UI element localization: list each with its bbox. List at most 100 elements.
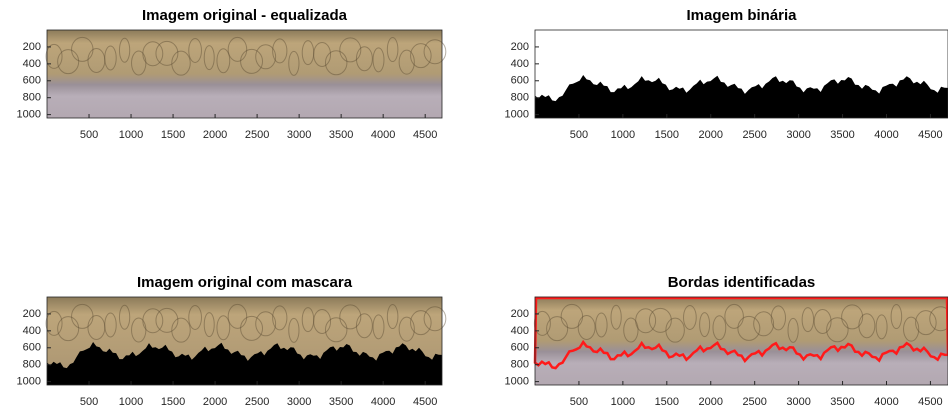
grain — [423, 306, 447, 332]
grain — [560, 303, 584, 329]
x-tick-label: 2500 — [742, 129, 766, 141]
grain — [355, 313, 373, 339]
grain — [724, 303, 744, 329]
x-tick-label: 3000 — [786, 129, 810, 141]
grain — [699, 312, 711, 338]
grain — [648, 307, 672, 333]
grain — [288, 317, 300, 343]
grain — [410, 310, 432, 336]
grain — [71, 36, 94, 62]
grain — [227, 303, 248, 329]
grain — [227, 36, 248, 62]
x-tick-label: 3500 — [830, 129, 854, 141]
grain — [87, 314, 106, 340]
border-outline — [533, 296, 948, 370]
y-tick-label: 1000 — [17, 376, 41, 388]
grain — [737, 315, 761, 341]
y-tick-label: 400 — [511, 325, 529, 337]
grain — [635, 308, 657, 334]
axes-title: Imagem binária — [686, 7, 797, 24]
grain — [288, 50, 300, 76]
image-panel — [533, 296, 948, 385]
grain — [313, 308, 332, 334]
grain — [118, 37, 131, 63]
grain — [57, 316, 80, 342]
y-tick-label: 600 — [511, 342, 529, 354]
x-tick-label: 500 — [80, 129, 98, 141]
grain — [142, 41, 164, 67]
grain — [171, 50, 191, 76]
x-tick-label: 4500 — [413, 129, 437, 141]
x-tick-label: 4500 — [918, 129, 942, 141]
grain — [826, 317, 849, 343]
grain — [875, 314, 888, 340]
x-tick-label: 4000 — [874, 129, 898, 141]
y-tick-label: 800 — [511, 92, 529, 104]
y-tick-label: 600 — [23, 342, 41, 354]
axes-title: Imagem original com mascara — [137, 274, 353, 291]
grain — [240, 315, 264, 341]
grain — [610, 304, 622, 330]
grain — [188, 304, 202, 330]
image — [535, 297, 948, 385]
x-tick-label: 1000 — [611, 396, 635, 408]
axes-box — [46, 296, 443, 386]
x-tick-label: 4000 — [371, 396, 395, 408]
y-tick-label: 1000 — [17, 109, 41, 121]
grain — [45, 43, 63, 69]
grain — [890, 304, 903, 330]
grain — [372, 47, 385, 73]
x-tick-label: 2000 — [203, 396, 227, 408]
x-tick-label: 3500 — [329, 129, 353, 141]
axes-title: Bordas identificadas — [668, 274, 816, 291]
x-tick-label: 1000 — [119, 396, 143, 408]
axes-box — [534, 29, 948, 119]
image-panel — [535, 30, 948, 118]
grain — [104, 45, 117, 71]
grain — [372, 314, 385, 340]
mask-region — [47, 342, 442, 385]
x-tick-label: 2500 — [245, 396, 269, 408]
grain — [272, 305, 288, 331]
grain — [131, 317, 147, 343]
image — [47, 30, 442, 118]
y-tick-label: 800 — [511, 359, 529, 371]
grain — [301, 40, 315, 66]
image-panel — [45, 297, 447, 385]
x-tick-label: 1500 — [655, 129, 679, 141]
y-tick-label: 800 — [23, 92, 41, 104]
grain — [313, 41, 332, 67]
grain — [142, 308, 164, 334]
x-tick-label: 2000 — [699, 129, 723, 141]
y-tick-label: 1000 — [505, 109, 529, 121]
grain — [665, 317, 685, 343]
grain — [753, 311, 775, 337]
grain — [171, 317, 191, 343]
x-tick-label: 4500 — [918, 396, 942, 408]
image-panel — [45, 30, 447, 118]
grain — [301, 307, 315, 333]
grain — [546, 316, 569, 342]
grain — [841, 304, 864, 330]
mask-region — [535, 75, 948, 118]
grain — [712, 315, 727, 341]
grain — [339, 304, 362, 330]
axes-box — [46, 29, 443, 119]
grain — [104, 312, 117, 338]
y-tick-label: 800 — [23, 359, 41, 371]
x-tick-label: 1000 — [611, 129, 635, 141]
y-tick-label: 400 — [23, 325, 41, 337]
x-tick-label: 2500 — [742, 396, 766, 408]
grain — [423, 39, 447, 65]
x-tick-label: 1500 — [655, 396, 679, 408]
axes-title: Imagem original - equalizada — [142, 7, 348, 24]
x-tick-label: 4500 — [413, 396, 437, 408]
x-tick-label: 500 — [570, 396, 588, 408]
y-tick-label: 1000 — [505, 376, 529, 388]
grain — [255, 44, 277, 70]
grain — [45, 310, 63, 336]
grain — [240, 48, 264, 74]
grain — [355, 46, 373, 72]
